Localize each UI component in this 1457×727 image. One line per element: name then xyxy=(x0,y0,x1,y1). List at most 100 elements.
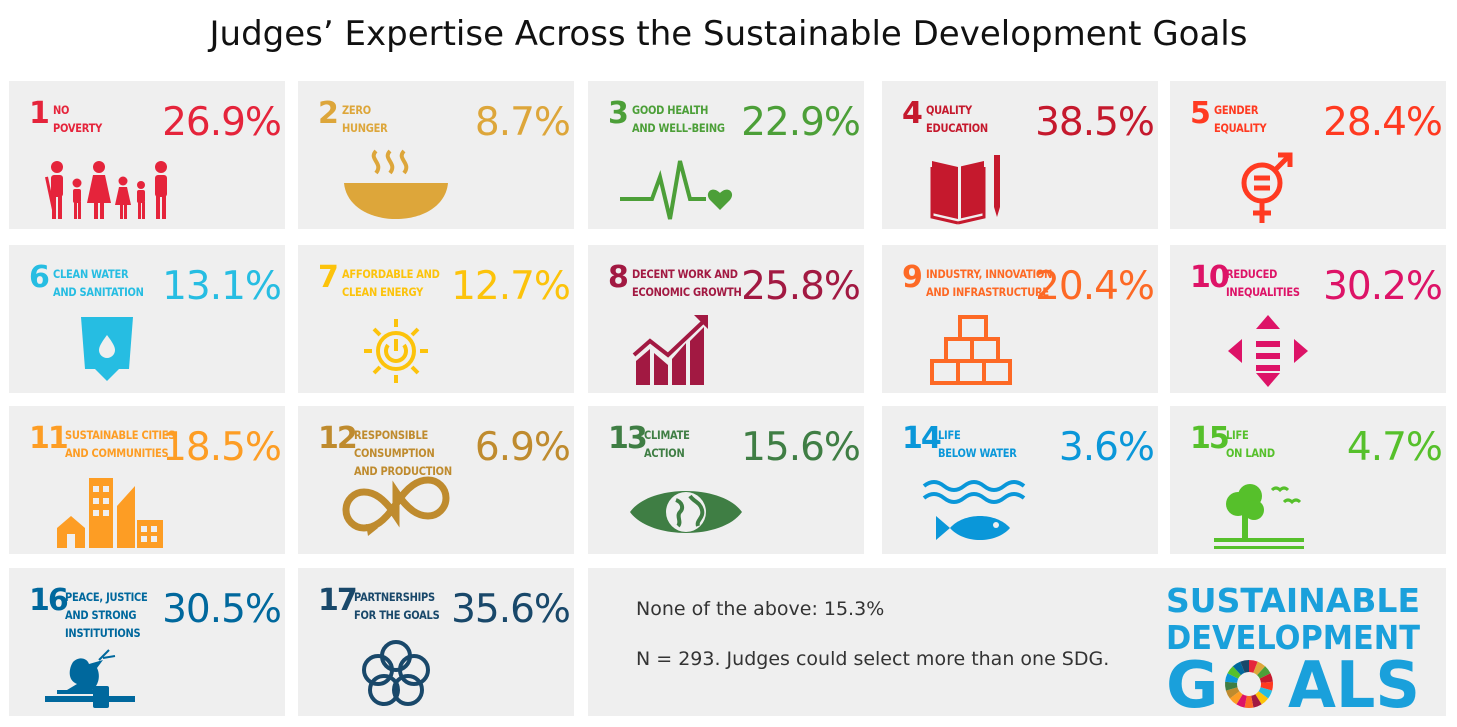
rings-icon xyxy=(362,640,430,706)
equal-arrows-icon xyxy=(1228,315,1308,387)
sdg-tile-17: 17 Partnerships for the Goals 35.6% xyxy=(298,568,574,716)
fish-icon xyxy=(922,480,1026,540)
goal-name-line: Clean Energy xyxy=(342,285,424,299)
goal-percentage: 35.6% xyxy=(451,587,571,632)
goal-name-line: Inequalities xyxy=(1226,285,1300,299)
buildings-icon xyxy=(57,478,163,548)
goal-name: Good Health and Well-Being xyxy=(632,101,725,137)
sdg-tile-15: 15 Life on Land 4.7% xyxy=(1170,406,1446,554)
book-icon xyxy=(930,155,1000,225)
goal-percentage: 30.2% xyxy=(1323,264,1443,309)
goal-name-line: Quality xyxy=(926,103,972,117)
goal-name-line: No xyxy=(53,103,70,117)
goal-number: 9 xyxy=(902,260,923,295)
goal-number: 7 xyxy=(318,260,339,295)
cubes-icon xyxy=(930,315,1012,385)
goal-name: Zero Hunger xyxy=(342,101,388,137)
logo-line1: SUSTAINABLE xyxy=(1166,581,1420,620)
goal-number: 11 xyxy=(29,421,69,456)
sdg-tile-1: 1 No Poverty 26.9% xyxy=(9,81,285,229)
water-glass-icon xyxy=(81,317,133,381)
wheel-segment-7 xyxy=(1255,691,1269,705)
goal-name-line: Education xyxy=(926,121,988,135)
goal-name-line: Good Health xyxy=(632,103,709,117)
sdg-tile-10: 10 Reduced Inequalities 30.2% xyxy=(1170,245,1446,393)
sdg-tile-3: 3 Good Health and Well-Being 22.9% xyxy=(588,81,864,229)
goal-percentage: 3.6% xyxy=(1058,425,1155,470)
goal-percentage: 26.9% xyxy=(162,100,282,145)
sdg-tile-16: 16 Peace, Justice and Strong Institutions 30… xyxy=(9,568,285,716)
wheel-segment-13 xyxy=(1224,681,1238,691)
wheel-segment-4 xyxy=(1259,673,1273,683)
goal-number: 12 xyxy=(318,421,358,456)
goal-percentage: 12.7% xyxy=(451,264,571,309)
goal-name: Life on Land xyxy=(1226,426,1275,462)
goal-name-line: Decent Work and xyxy=(632,267,738,281)
goal-number: 2 xyxy=(318,96,339,131)
goal-name-line: and Sanitation xyxy=(53,285,144,299)
goal-percentage: 4.7% xyxy=(1346,425,1443,470)
goal-percentage: 25.8% xyxy=(741,264,861,309)
goal-name: Partnerships for the Goals xyxy=(354,588,440,624)
goal-number: 1 xyxy=(29,96,50,131)
goal-name-line: Gender xyxy=(1214,103,1259,117)
sdg-tile-7: 7 Affordable and Clean Energy 12.7% xyxy=(298,245,574,393)
goal-number: 17 xyxy=(318,583,358,618)
sdg-tile-14: 14 Life Below Water 3.6% xyxy=(882,406,1158,554)
growth-chart-icon xyxy=(632,315,708,385)
goal-name: Reduced Inequalities xyxy=(1226,265,1300,301)
sdg-tile-6: 6 Clean Water and Sanitation 13.1% xyxy=(9,245,285,393)
sample-size-note: N = 293. Judges could select more than o… xyxy=(636,648,1110,670)
goal-name: Quality Education xyxy=(926,101,988,137)
wheel-segment-5 xyxy=(1260,681,1274,691)
goal-percentage: 6.9% xyxy=(474,425,571,470)
wheel-segment-14 xyxy=(1225,673,1239,683)
sdg-tile-13: 13 Climate Action 15.6% xyxy=(588,406,864,554)
info-panel: None of the above: 15.3% N = 293. Judges… xyxy=(588,568,1446,716)
goal-number: 15 xyxy=(1190,421,1230,456)
goal-number: 6 xyxy=(29,260,50,295)
goal-name-line: Climate xyxy=(644,428,690,442)
gender-icon xyxy=(1241,152,1293,223)
sdg-tile-5: 5 Gender Equality 28.4% xyxy=(1170,81,1446,229)
sdg-tile-2: 2 Zero Hunger 8.7% xyxy=(298,81,574,229)
goal-name-line: Affordable and xyxy=(342,267,440,281)
goal-name-line: for the Goals xyxy=(354,608,440,622)
tree-icon xyxy=(1214,484,1304,549)
wheel-segment-1 xyxy=(1249,660,1258,673)
goal-name-line: and Communities xyxy=(65,446,169,460)
goal-name-line: Sustainable Cities xyxy=(65,428,176,442)
goal-name-line: and Well-Being xyxy=(632,121,725,135)
wheel-segment-3 xyxy=(1257,666,1271,679)
dove-gavel-icon xyxy=(45,649,135,708)
goal-name: Decent Work and Economic Growth xyxy=(632,265,742,301)
goal-number: 13 xyxy=(608,421,648,456)
goal-percentage: 38.5% xyxy=(1035,100,1155,145)
goal-name-line: Equality xyxy=(1214,121,1267,135)
goal-name-line: Peace, Justice xyxy=(65,590,148,604)
goal-name-line: Below Water xyxy=(938,446,1017,460)
goal-number: 10 xyxy=(1190,260,1230,295)
bowl-icon xyxy=(344,149,448,219)
goal-name: Life Below Water xyxy=(938,426,1017,462)
goal-name-line: Partnerships xyxy=(354,590,435,604)
wheel-segment-2 xyxy=(1253,661,1266,676)
goal-name: Peace, Justice and Strong Institutions xyxy=(65,588,148,642)
goal-name-line: and Production xyxy=(354,464,452,478)
wheel-segment-11 xyxy=(1229,691,1243,705)
sdg-tile-4: 4 Quality Education 38.5% xyxy=(882,81,1158,229)
goal-name-line: Industry, Innovation xyxy=(926,267,1053,281)
goal-name-line: Hunger xyxy=(342,121,388,135)
goal-percentage: 30.5% xyxy=(162,587,282,632)
goal-name-line: Consumption xyxy=(354,446,435,460)
wheel-segment-6 xyxy=(1258,687,1273,699)
logo-line2: DEVELOPMENT xyxy=(1166,618,1420,657)
goal-name-line: on Land xyxy=(1226,446,1275,460)
wheel-segment-16 xyxy=(1232,661,1245,676)
sdg-wheel-icon xyxy=(1224,660,1274,708)
goal-name-line: Institutions xyxy=(65,626,141,640)
goal-name-line: Reduced xyxy=(1226,267,1278,281)
wheel-segment-12 xyxy=(1225,687,1240,699)
sdg-logo: SUSTAINABLE DEVELOPMENT G ALS xyxy=(1166,581,1420,710)
goal-name: Gender Equality xyxy=(1214,101,1267,137)
